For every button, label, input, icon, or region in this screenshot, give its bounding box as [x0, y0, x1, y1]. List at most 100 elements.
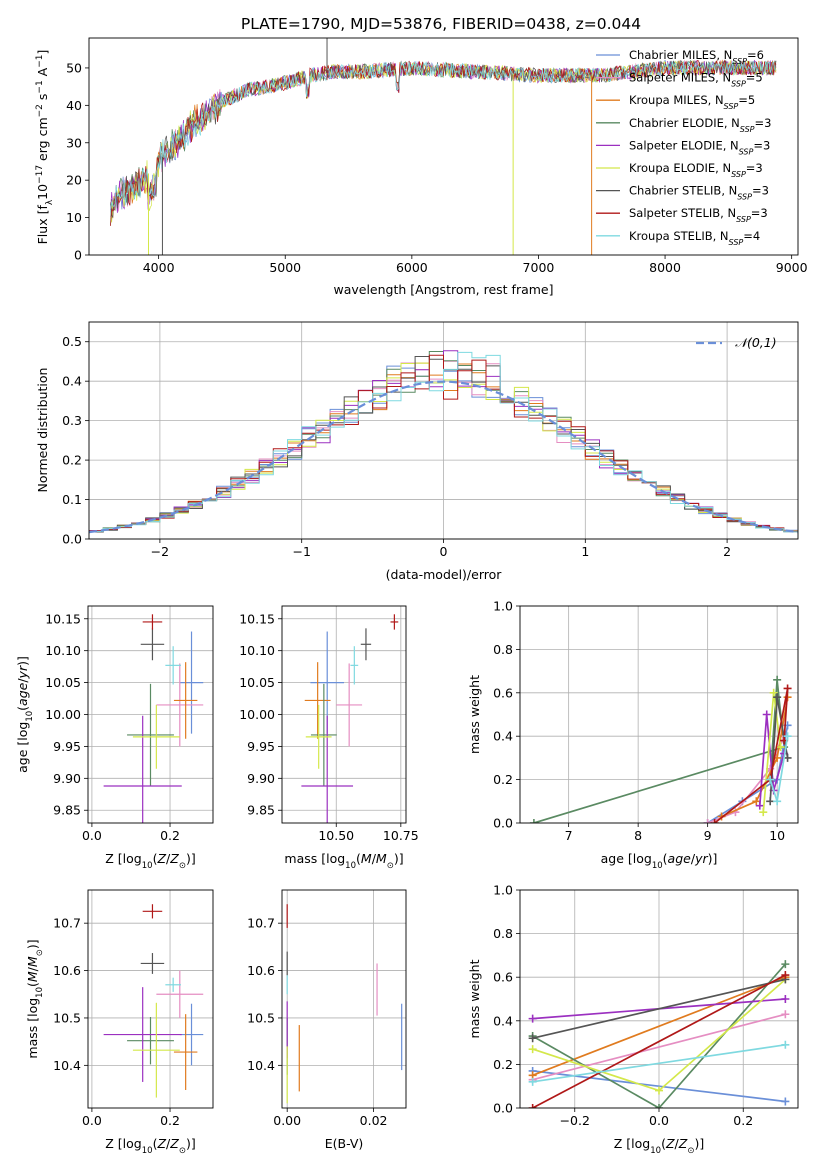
data-point	[173, 662, 198, 739]
y-tick-label: 30	[66, 135, 82, 150]
x-tick-label: 6000	[396, 260, 428, 275]
x-tick-label: 0.0	[82, 1113, 102, 1128]
y-axis-label: mass weight	[467, 675, 482, 754]
data-point	[165, 977, 181, 992]
y-tick-label: 10.00	[45, 707, 81, 722]
y-tick-label: 0.4	[493, 1013, 513, 1028]
weight-marker	[783, 684, 792, 693]
histogram-legend: 𝒩(0,1)	[696, 335, 777, 350]
x-axis-label: E(B-V)	[325, 1136, 364, 1151]
weight-marker	[781, 1010, 790, 1019]
data-point	[360, 628, 372, 661]
data-point	[140, 628, 165, 661]
x-tick-label: 9000	[776, 260, 808, 275]
data-point	[165, 646, 181, 685]
weight-marker	[528, 1014, 537, 1023]
plot-area-mass_vs_Z	[103, 904, 204, 1098]
y-tick-label: 10.15	[45, 611, 81, 626]
y-tick-label: 9.95	[53, 739, 81, 754]
y-tick-label: 0.8	[493, 926, 513, 941]
weight-marker	[703, 819, 712, 823]
y-tick-label: 9.85	[247, 803, 275, 818]
y-tick-label: 0.8	[493, 642, 513, 657]
weight-marker	[752, 797, 761, 806]
x-tick-label: 10.75	[383, 828, 419, 843]
legend-label: Kroupa ELODIE, NSSP=3	[629, 161, 763, 179]
weight-marker	[781, 995, 790, 1003]
plot-area-age_vs_mass	[301, 614, 399, 823]
x-tick-label: 9	[704, 828, 712, 843]
y-axis-label: age [log10(age/yr)]	[15, 656, 35, 773]
x-tick-label: 0.0	[649, 1113, 669, 1128]
data-point	[103, 987, 182, 1082]
y-tick-label: 50	[66, 60, 82, 75]
legend-label: Chabrier ELODIE, NSSP=3	[629, 116, 771, 134]
x-tick-label: −1	[292, 544, 310, 559]
data-point	[142, 904, 163, 919]
x-tick-label: −0.2	[560, 1113, 590, 1128]
y-tick-label: 10.05	[239, 675, 275, 690]
data-point	[301, 715, 354, 823]
weight-marker	[755, 801, 764, 810]
y-tick-label: 10.6	[247, 963, 275, 978]
legend-label: Chabrier MILES, NSSP=6	[629, 48, 764, 66]
spectrum-legend: Chabrier MILES, NSSP=6 Salpeter MILES, NS…	[596, 48, 771, 246]
y-tick-label: 10.10	[239, 643, 275, 658]
x-tick-label: 5000	[269, 260, 301, 275]
data-point	[179, 631, 204, 734]
weight-line	[532, 1043, 786, 1083]
weight-line	[532, 974, 786, 1108]
axes-frame	[281, 605, 407, 824]
plot-area-mass_vs_EBV	[286, 904, 403, 1104]
y-tick-label: 10.7	[247, 916, 275, 931]
x-tick-label: 10.50	[318, 828, 354, 843]
plot-area-weight_vs_Z	[528, 960, 790, 1108]
axes-weight_vs_Z: −0.2 0.0 0.2 0.0 0.2 0.4 0.6 0.8 1.0	[493, 883, 799, 1128]
weight-marker	[769, 688, 778, 697]
weight-marker	[781, 960, 790, 969]
x-axis-label: (data-model)/error	[386, 567, 503, 582]
y-axis-label: mass [log10(M/M⊙)]	[25, 939, 45, 1058]
data-point	[132, 1002, 180, 1098]
weight-line	[532, 963, 787, 1108]
figure-title: PLATE=1790, MJD=53876, FIBERID=0438, z=0…	[241, 15, 641, 33]
y-tick-label: 40	[66, 98, 82, 113]
x-tick-label: 7000	[523, 260, 555, 275]
axes-age_vs_Z: 0.0 0.2 9.85 9.90 9.95 10.00 10.05 10.10 10.15	[45, 605, 214, 843]
y-axis-label: Flux [fλ10−17 erg cm−2 s−1 A−1]	[35, 50, 55, 245]
axes-frame	[88, 37, 799, 256]
weight-marker	[759, 808, 768, 817]
data-point	[179, 1003, 204, 1066]
data-point	[350, 646, 359, 685]
y-tick-label: 0.1	[62, 492, 82, 507]
y-tick-label: 0.0	[493, 816, 513, 831]
y-axis-label: Normed distribution	[35, 368, 50, 493]
weight-line	[532, 978, 786, 1040]
y-tick-label: 0.6	[493, 970, 513, 985]
y-tick-label: 10.15	[239, 611, 275, 626]
y-tick-label: 10.00	[239, 707, 275, 722]
y-tick-label: 0.2	[62, 453, 82, 468]
y-axis-label: mass weight	[467, 959, 482, 1038]
legend-label: Kroupa MILES, NSSP=5	[629, 93, 755, 111]
y-tick-label: 0.2	[493, 772, 513, 787]
data-point	[140, 953, 165, 974]
y-tick-label: 10.4	[247, 1058, 275, 1073]
weight-marker	[655, 1104, 663, 1108]
weight-line	[532, 1013, 786, 1081]
y-tick-label: 10.5	[247, 1010, 275, 1025]
weight-marker	[781, 971, 790, 980]
x-axis-label: wavelength [Angstrom, rest frame]	[333, 282, 553, 297]
y-tick-label: 10.7	[53, 916, 81, 931]
legend-label: Salpeter STELIB, NSSP=3	[629, 206, 768, 224]
legend-label: Salpeter ELODIE, NSSP=3	[629, 138, 770, 156]
x-axis-label: age [log10(age/yr)]	[601, 851, 718, 871]
data-point	[127, 1017, 174, 1065]
axes-frame	[519, 889, 799, 1109]
weight-marker	[528, 1034, 537, 1043]
weight-line	[707, 725, 789, 823]
plot-area-weight_vs_age	[529, 675, 792, 823]
y-tick-label: 0.2	[493, 1057, 513, 1072]
weight-marker	[776, 743, 785, 752]
